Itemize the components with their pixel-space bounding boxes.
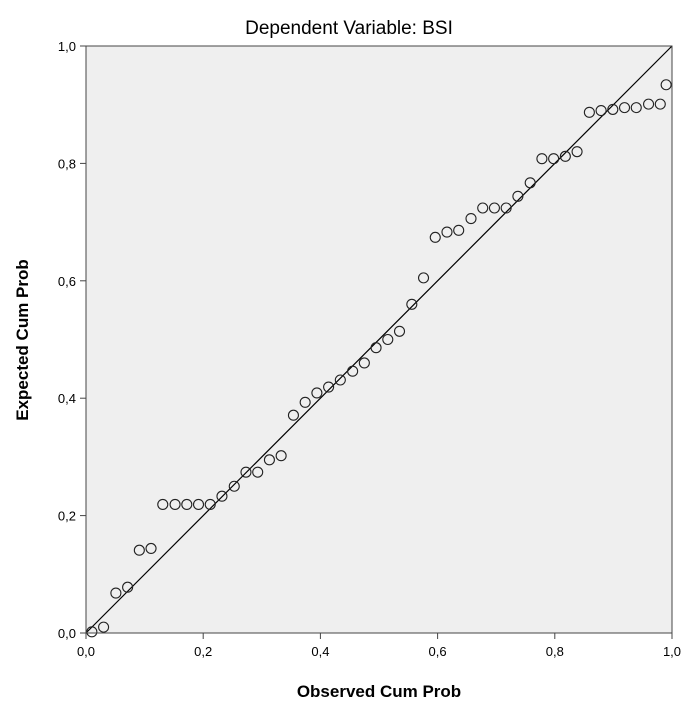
plot-frame — [85, 45, 673, 634]
data-point — [181, 498, 193, 510]
data-point — [370, 342, 382, 354]
y-tick-label: 0,2 — [58, 509, 76, 524]
y-tick-label: 1,0 — [58, 39, 76, 54]
data-point — [287, 409, 299, 421]
x-tick-label: 0,6 — [429, 644, 447, 659]
data-point — [169, 498, 181, 510]
data-point — [536, 153, 548, 165]
data-points-layer — [86, 79, 672, 638]
data-point — [406, 298, 418, 310]
data-point — [441, 226, 453, 238]
y-tick-label: 0,6 — [58, 274, 76, 289]
data-point — [477, 202, 489, 214]
data-point — [453, 224, 465, 236]
x-tick-label: 0,8 — [546, 644, 564, 659]
reference-line-layer — [85, 45, 673, 634]
data-point — [583, 106, 595, 118]
data-point — [512, 190, 524, 202]
data-point — [110, 587, 122, 599]
data-point — [347, 365, 359, 377]
data-point — [299, 396, 311, 408]
y-tick-label: 0,4 — [58, 391, 76, 406]
data-point — [133, 544, 145, 556]
data-point — [548, 153, 560, 165]
data-point — [643, 98, 655, 110]
x-tick-label: 0,2 — [194, 644, 212, 659]
data-point — [630, 102, 642, 114]
data-point — [618, 102, 631, 114]
data-point — [571, 146, 583, 158]
chart-title: Dependent Variable: BSI — [245, 18, 453, 39]
x-axis-ticks: 0,0 0,2 0,4 0,6 0,8 1,0 — [77, 633, 681, 659]
data-point — [465, 213, 477, 225]
data-point — [192, 498, 205, 510]
data-point — [275, 450, 287, 462]
data-point — [145, 542, 157, 555]
data-point — [358, 357, 370, 369]
y-tick-label: 0,8 — [58, 156, 76, 171]
data-point — [323, 381, 335, 393]
data-point — [86, 626, 98, 638]
data-point — [216, 490, 228, 502]
x-axis-label: Observed Cum Prob — [297, 682, 461, 701]
data-point — [263, 454, 275, 466]
x-tick-label: 0,0 — [77, 644, 95, 659]
y-tick-label: 0,0 — [58, 626, 76, 641]
data-point — [311, 387, 323, 399]
data-point — [157, 498, 169, 510]
data-point — [500, 202, 512, 214]
data-point — [240, 466, 252, 478]
data-point — [559, 150, 571, 162]
data-point — [654, 98, 666, 110]
data-point — [334, 374, 346, 386]
y-axis-ticks: 0,0 0,2 0,4 0,6 0,8 1,0 — [58, 39, 86, 641]
data-point — [524, 177, 536, 189]
data-point — [660, 79, 672, 91]
data-point — [429, 231, 441, 243]
data-point — [393, 325, 406, 337]
data-point — [122, 581, 134, 593]
data-point — [595, 105, 607, 117]
data-point — [98, 621, 110, 633]
data-point — [607, 103, 619, 115]
data-point — [488, 202, 500, 214]
data-point — [382, 333, 394, 346]
data-point — [228, 480, 240, 492]
data-point — [204, 498, 216, 510]
reference-line — [85, 45, 673, 634]
data-point — [417, 272, 430, 284]
x-tick-label: 0,4 — [311, 644, 329, 659]
y-axis-label: Expected Cum Prob — [13, 259, 32, 421]
x-tick-label: 1,0 — [663, 644, 681, 659]
data-point — [252, 466, 264, 478]
